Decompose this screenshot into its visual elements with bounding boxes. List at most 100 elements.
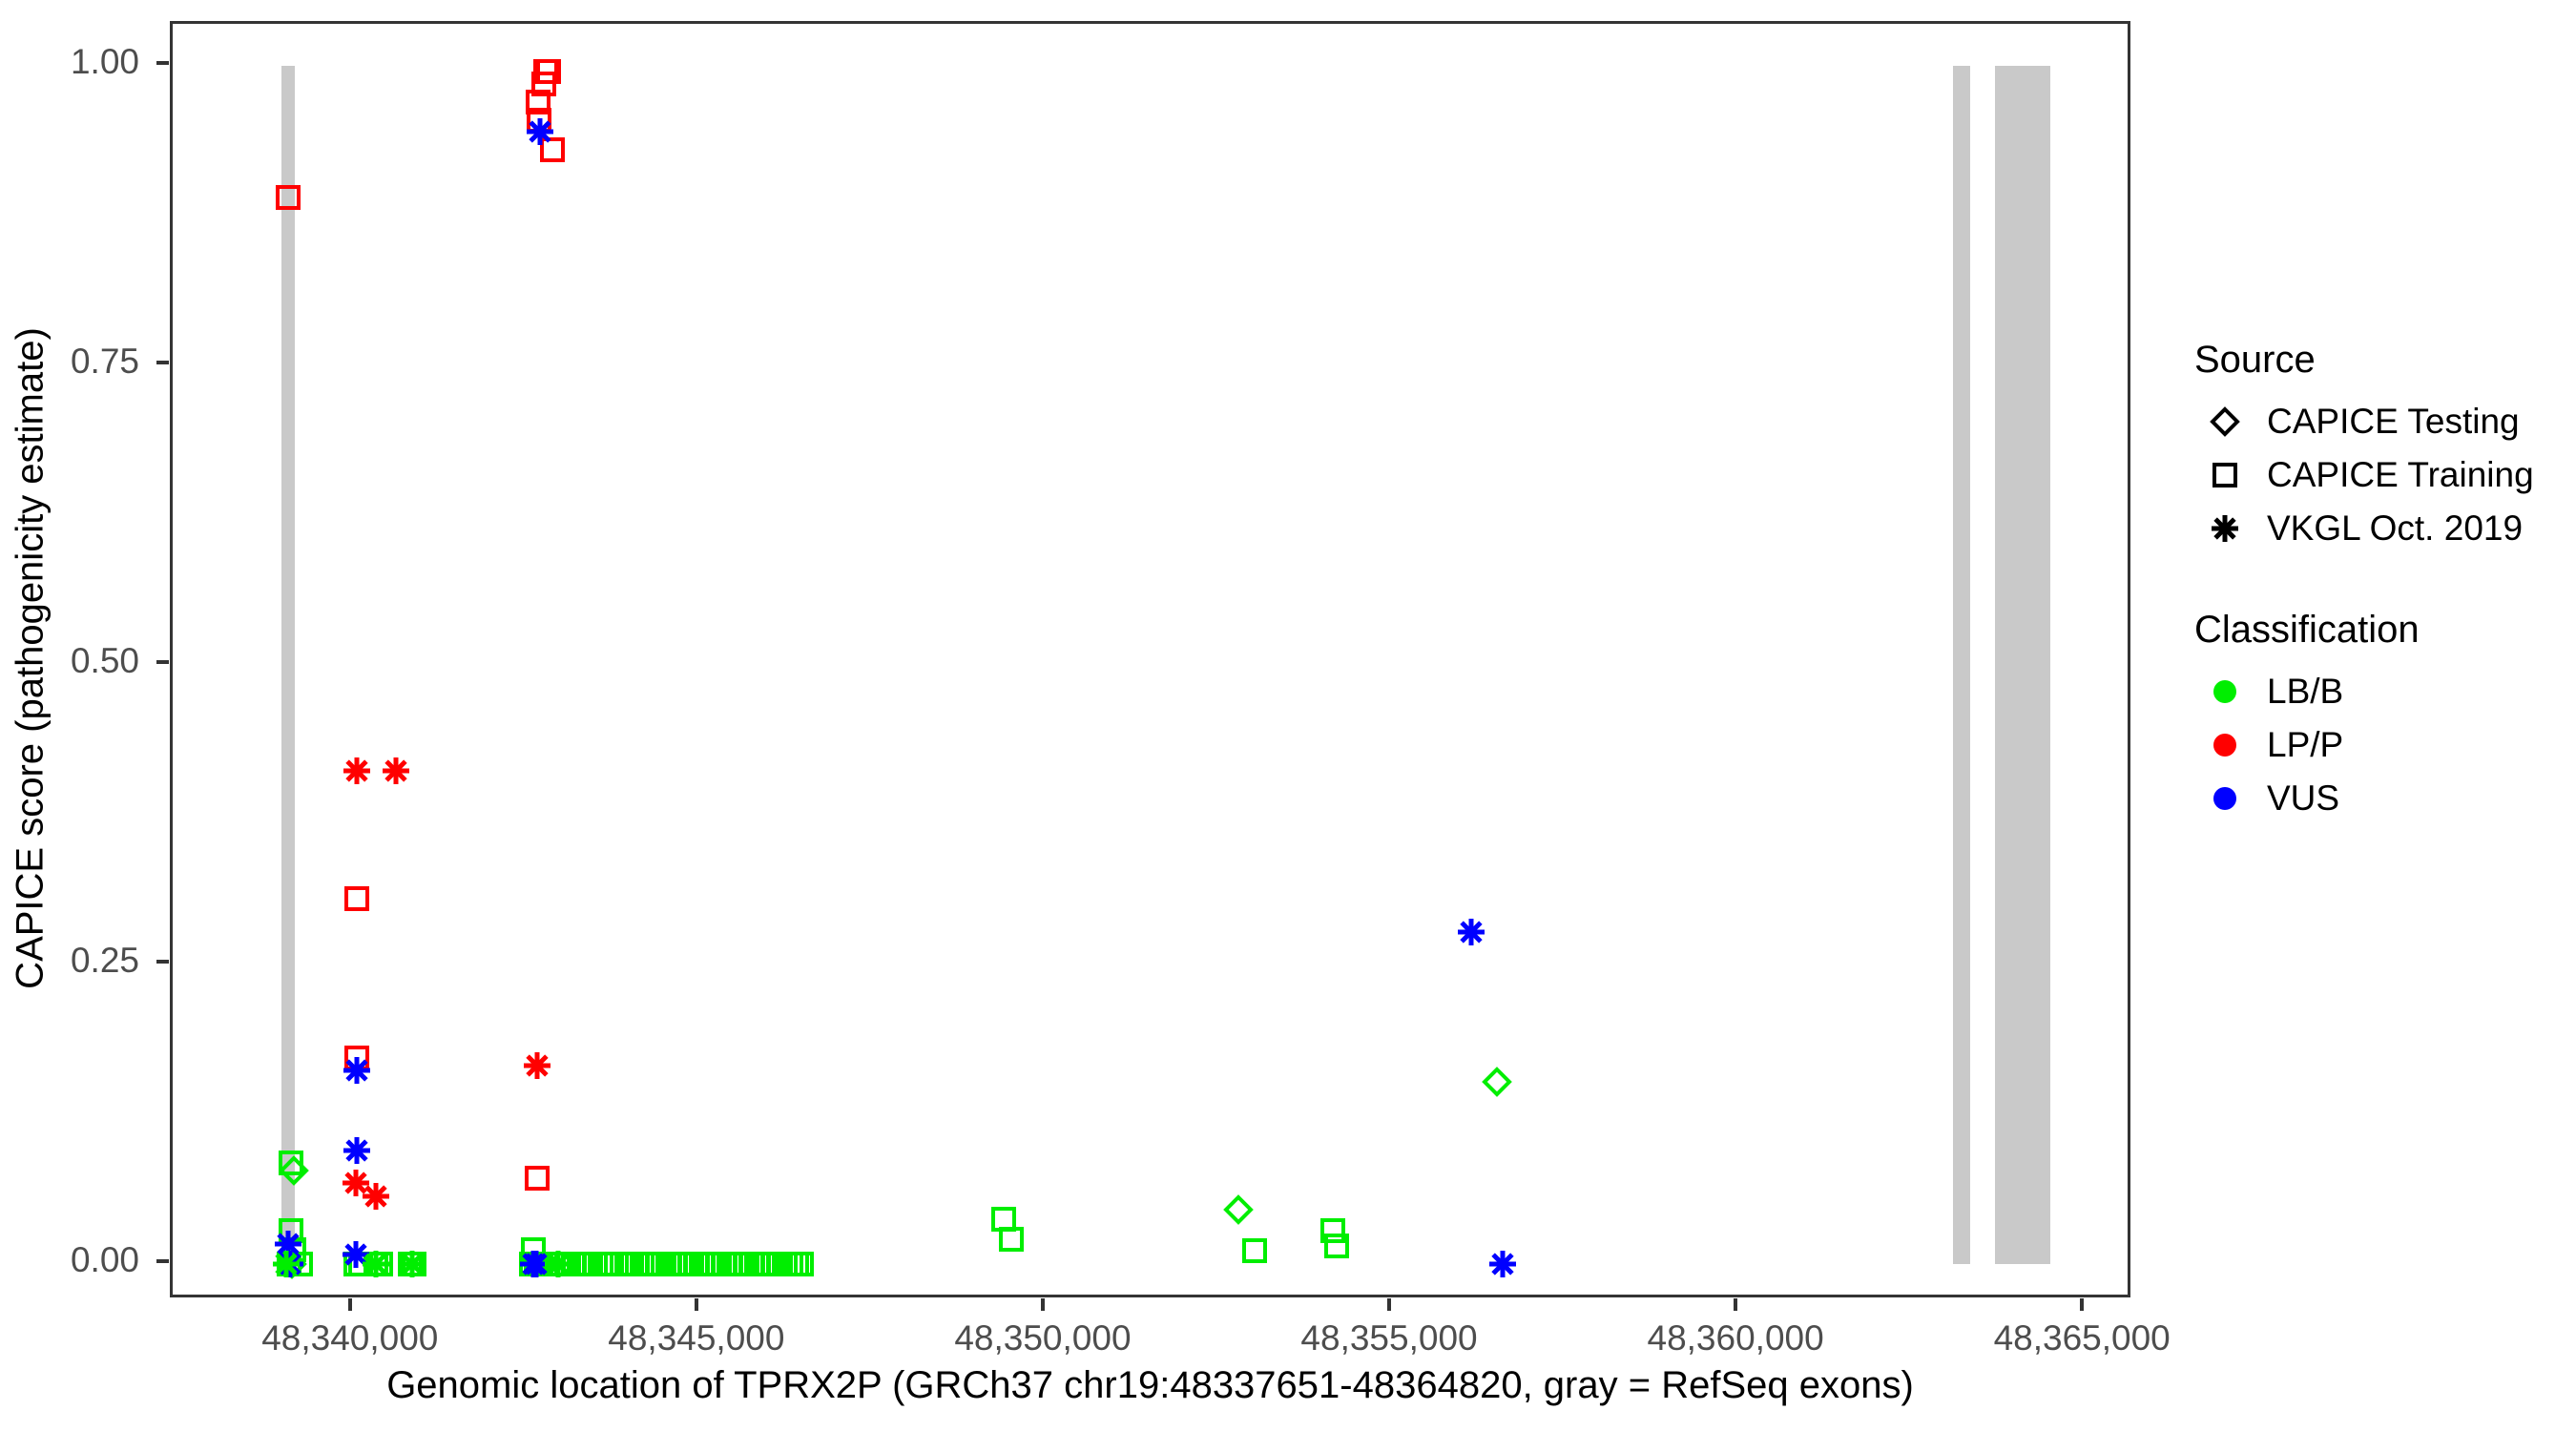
data-point: [788, 1251, 815, 1277]
data-point: [518, 1251, 545, 1277]
y-tick-mark: [156, 660, 169, 665]
data-point: [1482, 1067, 1513, 1098]
x-tick-mark: [1040, 1298, 1045, 1311]
data-point: [727, 1251, 754, 1277]
data-point: [598, 1251, 625, 1277]
data-point: [998, 1226, 1025, 1253]
data-point: [772, 1251, 799, 1277]
data-point: [363, 1251, 389, 1277]
data-point: [778, 1251, 804, 1277]
legend-source-item-asterisk-icon: [2194, 502, 2255, 555]
data-point: [359, 1247, 393, 1281]
data-point: [533, 1251, 560, 1277]
data-point: [1323, 1233, 1350, 1259]
data-point: [571, 1251, 597, 1277]
exon-band: [281, 65, 296, 1265]
data-point: [738, 1251, 765, 1277]
x-tick-label: 48,340,000: [261, 1318, 439, 1358]
data-point: [683, 1251, 710, 1277]
data-point: [395, 1247, 429, 1281]
data-point: [733, 1251, 759, 1277]
x-tick-label: 48,355,000: [1300, 1318, 1478, 1358]
data-point: [520, 1236, 547, 1263]
y-tick-label: 1.00: [70, 41, 139, 81]
data-point: [588, 1251, 614, 1277]
x-tick-label: 48,360,000: [1647, 1318, 1824, 1358]
data-point: [638, 1251, 665, 1277]
data-point: [1319, 1217, 1346, 1244]
data-point: [624, 1251, 651, 1277]
data-point: [634, 1251, 660, 1277]
y-tick-mark: [156, 1259, 169, 1264]
data-point: [532, 58, 559, 85]
x-tick-label: 48,365,000: [1993, 1318, 2171, 1358]
data-point: [689, 1251, 716, 1277]
data-point: [677, 1251, 704, 1277]
data-point: [397, 1251, 424, 1277]
y-tick-mark: [156, 960, 169, 964]
data-point: [339, 1166, 373, 1200]
legend-class-item-lp-p[interactable]: LP/P: [2194, 718, 2566, 772]
x-tick-mark: [2080, 1298, 2085, 1311]
data-point: [661, 1251, 688, 1277]
data-point: [760, 1251, 787, 1277]
data-point: [401, 1251, 427, 1277]
y-tick-label: 0.00: [70, 1240, 139, 1280]
data-point: [695, 1251, 721, 1277]
data-point: [603, 1251, 630, 1277]
data-point: [530, 71, 557, 97]
data-point: [560, 1251, 587, 1277]
data-point: [1241, 1237, 1268, 1264]
data-point: [655, 1251, 682, 1277]
data-point: [629, 1251, 655, 1277]
data-point: [705, 1251, 732, 1277]
data-point: [667, 1251, 694, 1277]
data-point: [722, 1251, 749, 1277]
y-tick-label: 0.50: [70, 641, 139, 681]
x-tick-label: 48,345,000: [608, 1318, 785, 1358]
x-axis-title: Genomic location of TPRX2P (GRCh37 chr19…: [386, 1364, 1914, 1406]
legend-classification-title: Classification: [2194, 609, 2420, 651]
legend-source-title: Source: [2194, 339, 2316, 381]
legend-source-item-diamond[interactable]: CAPICE Testing: [2194, 395, 2566, 448]
legend-source-rows: CAPICE Testing CAPICE Training VKGL Oct. 2…: [2194, 395, 2566, 555]
legend-spacer: [2194, 555, 2566, 609]
exon-band: [1953, 65, 1971, 1265]
data-point: [340, 1053, 374, 1088]
data-point: [711, 1251, 737, 1277]
legend-source-item-square-label: CAPICE Training: [2267, 455, 2534, 494]
data-point: [343, 1045, 370, 1071]
legend-class-item-lb-b[interactable]: LB/B: [2194, 665, 2566, 718]
data-point: [582, 1251, 609, 1277]
data-point: [379, 754, 413, 788]
data-point: [541, 1247, 575, 1281]
data-point: [609, 1251, 635, 1277]
data-point: [343, 885, 370, 912]
data-point: [340, 1133, 374, 1168]
data-point: [717, 1251, 743, 1277]
data-point: [672, 1251, 698, 1277]
data-point: [1454, 915, 1488, 949]
data-point: [618, 1251, 645, 1277]
legend-source-item-asterisk-label: VKGL Oct. 2019: [2267, 508, 2524, 548]
y-tick-label: 0.75: [70, 342, 139, 382]
legend-class-item-lb-b-label: LB/B: [2267, 672, 2344, 711]
data-point: [523, 1251, 550, 1277]
legend-class-item-lp-p-icon: [2194, 718, 2255, 772]
data-point: [766, 1251, 793, 1277]
data-point: [359, 1179, 393, 1213]
legend-source-item-square[interactable]: CAPICE Training: [2194, 448, 2566, 502]
legend-class-item-lp-p-label: LP/P: [2267, 725, 2344, 764]
data-point: [520, 1048, 554, 1083]
legend-source-item-asterisk[interactable]: VKGL Oct. 2019: [2194, 502, 2566, 555]
data-point: [343, 1251, 369, 1277]
x-tick-label: 48,350,000: [954, 1318, 1132, 1358]
y-tick-mark: [156, 361, 169, 365]
data-point: [990, 1206, 1017, 1233]
legend-class-item-vus[interactable]: VUS: [2194, 772, 2566, 825]
data-point: [516, 1247, 551, 1281]
data-point: [613, 1251, 640, 1277]
legend-source-item-diamond-icon: [2194, 395, 2255, 448]
data-point: [528, 1251, 554, 1277]
